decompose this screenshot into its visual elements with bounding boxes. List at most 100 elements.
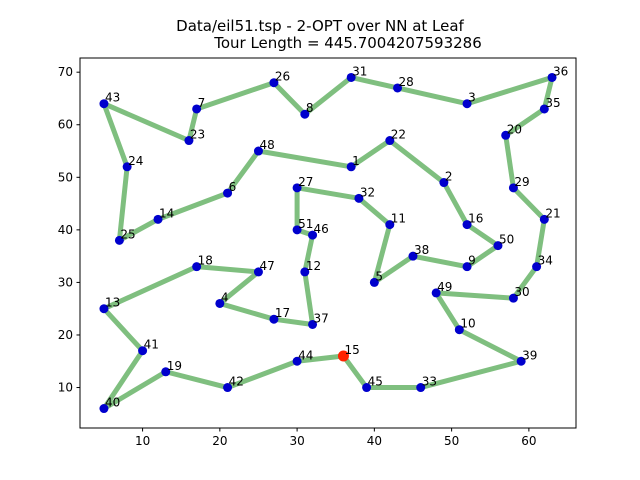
node-label: 28	[399, 75, 414, 89]
tour-edge	[433, 290, 462, 333]
tour-edge	[348, 74, 401, 91]
start-node	[337, 350, 349, 362]
y-tick-label: 40	[58, 223, 73, 237]
city-node	[354, 193, 364, 203]
tour-edge	[294, 185, 362, 201]
tour-edge	[194, 80, 277, 112]
node-label: 35	[545, 96, 560, 110]
city-node	[269, 314, 279, 324]
tour-edge	[101, 306, 146, 354]
x-tick-label: 30	[289, 434, 304, 448]
city-node	[346, 162, 356, 172]
y-tick-label: 20	[58, 328, 73, 342]
y-tick-label: 50	[58, 170, 73, 184]
city-node	[192, 262, 202, 272]
node-label: 18	[198, 254, 213, 268]
tour-edge	[101, 101, 192, 144]
city-node	[408, 251, 418, 261]
node-label: 16	[468, 212, 483, 226]
tour-edge	[371, 222, 393, 285]
plot-frame	[79, 57, 577, 429]
node-label: 25	[120, 227, 135, 241]
city-node	[385, 220, 395, 230]
node-label: 45	[368, 375, 383, 389]
tour-edge	[225, 148, 261, 196]
tour-edge	[541, 74, 555, 112]
tour-edge	[194, 264, 261, 275]
node-label: 9	[468, 254, 476, 268]
node-label: 37	[314, 311, 329, 325]
city-node	[362, 383, 372, 393]
city-node	[462, 99, 472, 109]
node-label: 36	[553, 64, 568, 78]
city-node	[192, 104, 202, 114]
tour-edge	[534, 216, 547, 270]
tour-edge	[186, 106, 200, 144]
city-node	[462, 262, 472, 272]
node-label: 48	[259, 138, 274, 152]
city-node	[99, 99, 109, 109]
tour-nodes	[99, 72, 557, 414]
city-node	[292, 356, 302, 366]
node-label: 19	[167, 359, 182, 373]
city-node	[253, 146, 263, 156]
tour-edge	[395, 85, 470, 107]
tour-edge	[433, 290, 516, 301]
tour-edge	[116, 164, 130, 243]
city-node	[539, 214, 549, 224]
node-label: 10	[460, 317, 475, 331]
tour-edge	[294, 353, 346, 364]
tour-edge	[503, 132, 516, 191]
node-label: 50	[499, 233, 514, 247]
tour-edge	[255, 148, 354, 170]
city-node	[308, 230, 318, 240]
node-label: 21	[545, 206, 560, 220]
node-label: 34	[538, 254, 553, 268]
city-node	[300, 109, 310, 119]
node-label: 42	[229, 375, 244, 389]
node-label: 24	[128, 154, 143, 168]
tour-edge	[387, 138, 447, 186]
tour-edge	[101, 369, 169, 412]
node-label: 12	[306, 259, 321, 273]
tour-edge	[271, 80, 308, 117]
tour-edge	[418, 358, 524, 391]
x-tick-label: 50	[444, 434, 459, 448]
tour-edge	[510, 185, 547, 222]
node-label: 15	[344, 343, 359, 357]
y-tick-label: 30	[58, 275, 73, 289]
city-node	[393, 83, 403, 93]
node-label: 27	[298, 175, 313, 189]
y-tick-label: 70	[58, 65, 73, 79]
city-node	[308, 319, 318, 329]
x-tick-label: 60	[521, 434, 536, 448]
city-node	[215, 298, 225, 308]
tour-edge	[225, 358, 300, 391]
node-label: 6	[229, 180, 237, 194]
city-node	[416, 383, 426, 393]
tour-edge	[163, 369, 231, 391]
node-label: 33	[422, 375, 437, 389]
node-label: 13	[105, 296, 120, 310]
city-node	[253, 267, 263, 277]
tour-edge	[101, 101, 130, 170]
tour-edge	[302, 232, 316, 275]
city-node	[269, 78, 279, 88]
node-label: 17	[275, 306, 290, 320]
city-node	[493, 241, 503, 251]
city-node	[153, 214, 163, 224]
node-label: 41	[144, 338, 159, 352]
tour-edge	[217, 269, 261, 306]
tour-edge	[271, 316, 316, 327]
city-node	[223, 383, 233, 393]
node-label: 23	[190, 128, 205, 142]
node-label: 14	[159, 206, 174, 220]
city-node	[369, 277, 379, 287]
city-node	[532, 262, 542, 272]
node-label: 44	[298, 348, 313, 362]
city-node	[431, 288, 441, 298]
tour-edge	[510, 264, 540, 301]
node-label: 11	[391, 212, 406, 226]
